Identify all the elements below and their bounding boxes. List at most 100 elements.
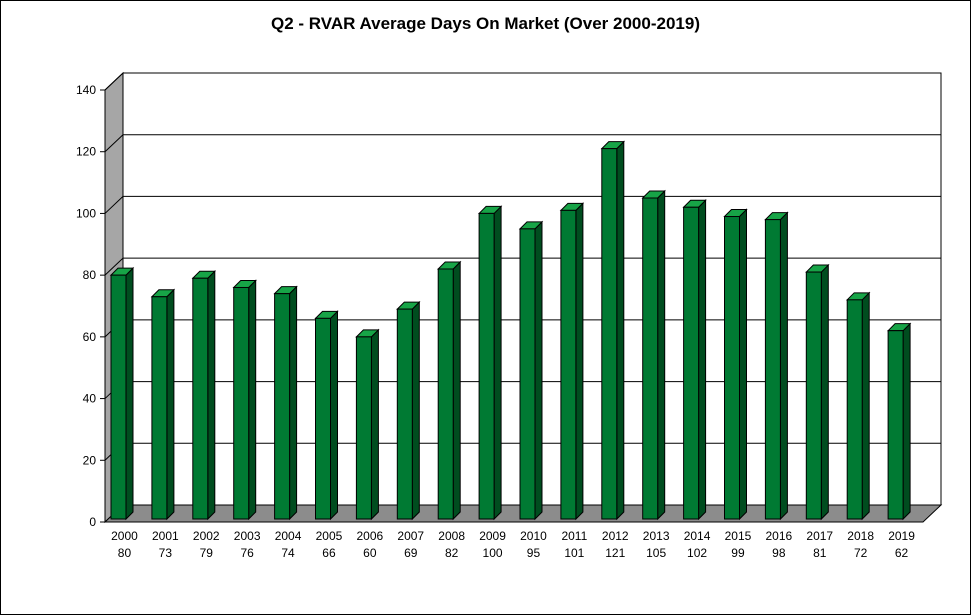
data-label: 81 xyxy=(813,546,827,560)
bar-front xyxy=(805,271,822,520)
gridline xyxy=(104,257,941,276)
gridline xyxy=(104,134,941,153)
bar-side xyxy=(289,285,298,521)
bar xyxy=(764,211,789,521)
bar-side xyxy=(125,266,134,521)
bar xyxy=(396,300,421,521)
data-label: 72 xyxy=(854,546,868,560)
bar-side xyxy=(902,322,911,521)
bar xyxy=(109,266,135,521)
data-label: 99 xyxy=(731,546,745,560)
data-label: 95 xyxy=(527,546,541,560)
bar-front xyxy=(274,293,291,520)
bar-side xyxy=(330,310,338,521)
bar-front xyxy=(355,336,372,520)
bar xyxy=(641,189,666,521)
bar-side xyxy=(370,328,379,521)
bar-side xyxy=(452,260,461,521)
data-label: 105 xyxy=(646,546,666,560)
bar xyxy=(682,199,707,521)
x-tick-label: 2019 xyxy=(888,529,915,543)
bar-front xyxy=(519,228,536,520)
bar-side xyxy=(657,189,666,521)
bar-front xyxy=(724,216,740,520)
bar-front xyxy=(192,277,209,520)
bar-side xyxy=(207,270,216,521)
y-tick-label: 60 xyxy=(83,330,97,344)
data-label: 69 xyxy=(404,546,418,560)
x-tick-label: 2015 xyxy=(725,529,752,543)
bar-front xyxy=(478,212,495,520)
bars xyxy=(109,140,912,521)
x-tick-label: 2000 xyxy=(111,529,138,543)
y-tick-label: 40 xyxy=(83,392,97,406)
bar xyxy=(600,140,626,521)
gridline xyxy=(104,195,941,214)
bar xyxy=(845,291,871,521)
data-label: 102 xyxy=(687,546,707,560)
bar-side xyxy=(166,288,175,521)
x-axis: 2000 80 2001 73 2002 79 2003 76 2004 74 2005 66 2006… xyxy=(111,529,915,560)
y-tick-label: 140 xyxy=(76,83,96,97)
bar-front xyxy=(887,330,904,520)
bar xyxy=(518,220,544,521)
data-label: 79 xyxy=(200,546,214,560)
x-tick-label: 2007 xyxy=(397,529,424,543)
bar xyxy=(886,322,912,521)
x-tick-label: 2003 xyxy=(234,529,261,543)
chart-title: Q2 - RVAR Average Days On Market (Over 2… xyxy=(271,14,700,33)
x-tick-label: 2006 xyxy=(356,529,383,543)
x-tick-label: 2018 xyxy=(847,529,874,543)
bar-front xyxy=(683,206,700,520)
bar-front xyxy=(315,317,331,520)
bar xyxy=(355,328,380,521)
data-label: 66 xyxy=(322,546,336,560)
bar-side xyxy=(739,208,747,521)
bar-front xyxy=(110,274,127,520)
bar-front xyxy=(560,209,577,520)
bar-front xyxy=(151,296,168,520)
x-tick-label: 2008 xyxy=(438,529,465,543)
bar-front xyxy=(764,219,781,520)
bar-side xyxy=(861,291,870,521)
data-label: 101 xyxy=(564,546,584,560)
data-label: 100 xyxy=(483,546,503,560)
bar xyxy=(314,310,339,521)
bar-side xyxy=(616,140,625,521)
x-tick-label: 2009 xyxy=(479,529,506,543)
bar-front xyxy=(846,299,863,520)
x-tick-label: 2002 xyxy=(193,529,220,543)
y-axis: 0 20 40 60 80 100 120 140 xyxy=(76,83,923,529)
data-label: 62 xyxy=(895,546,909,560)
data-label: 121 xyxy=(605,546,625,560)
data-label: 60 xyxy=(363,546,377,560)
x-tick-label: 2010 xyxy=(520,529,547,543)
bar xyxy=(191,270,217,521)
bar-front xyxy=(437,268,454,520)
bar xyxy=(150,288,176,521)
bar-side xyxy=(248,279,257,521)
y-tick-label: 20 xyxy=(83,453,97,467)
data-label: 76 xyxy=(240,546,254,560)
bar-side xyxy=(820,263,829,521)
bar-side xyxy=(534,220,543,521)
y-tick-label: 0 xyxy=(89,515,96,529)
bar-side xyxy=(411,300,420,521)
y-tick-label: 80 xyxy=(83,268,97,282)
bar-side xyxy=(493,205,502,521)
bar-front xyxy=(601,148,618,520)
data-label: 80 xyxy=(118,546,132,560)
bar xyxy=(559,202,585,521)
x-tick-label: 2005 xyxy=(316,529,343,543)
x-tick-label: 2013 xyxy=(643,529,670,543)
x-tick-label: 2004 xyxy=(275,529,302,543)
bar xyxy=(477,205,503,521)
x-tick-label: 2001 xyxy=(152,529,179,543)
data-label: 98 xyxy=(772,546,786,560)
bar xyxy=(723,208,748,521)
bar xyxy=(436,260,462,521)
x-tick-label: 2017 xyxy=(806,529,833,543)
bar-side xyxy=(698,199,707,521)
y-tick-label: 100 xyxy=(76,206,96,220)
